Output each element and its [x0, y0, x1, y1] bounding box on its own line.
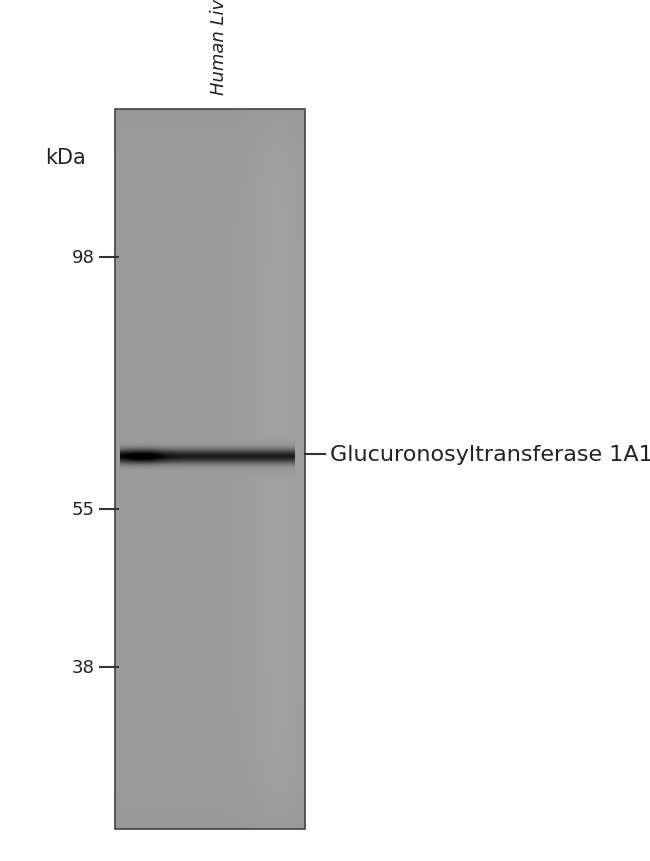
Text: Glucuronosyltransferase 1A1: Glucuronosyltransferase 1A1: [330, 444, 650, 464]
Text: 55: 55: [72, 500, 95, 518]
Text: 38: 38: [72, 659, 95, 676]
Text: 98: 98: [72, 249, 95, 267]
Text: Human Liver: Human Liver: [210, 0, 228, 95]
Text: kDa: kDa: [45, 148, 86, 168]
